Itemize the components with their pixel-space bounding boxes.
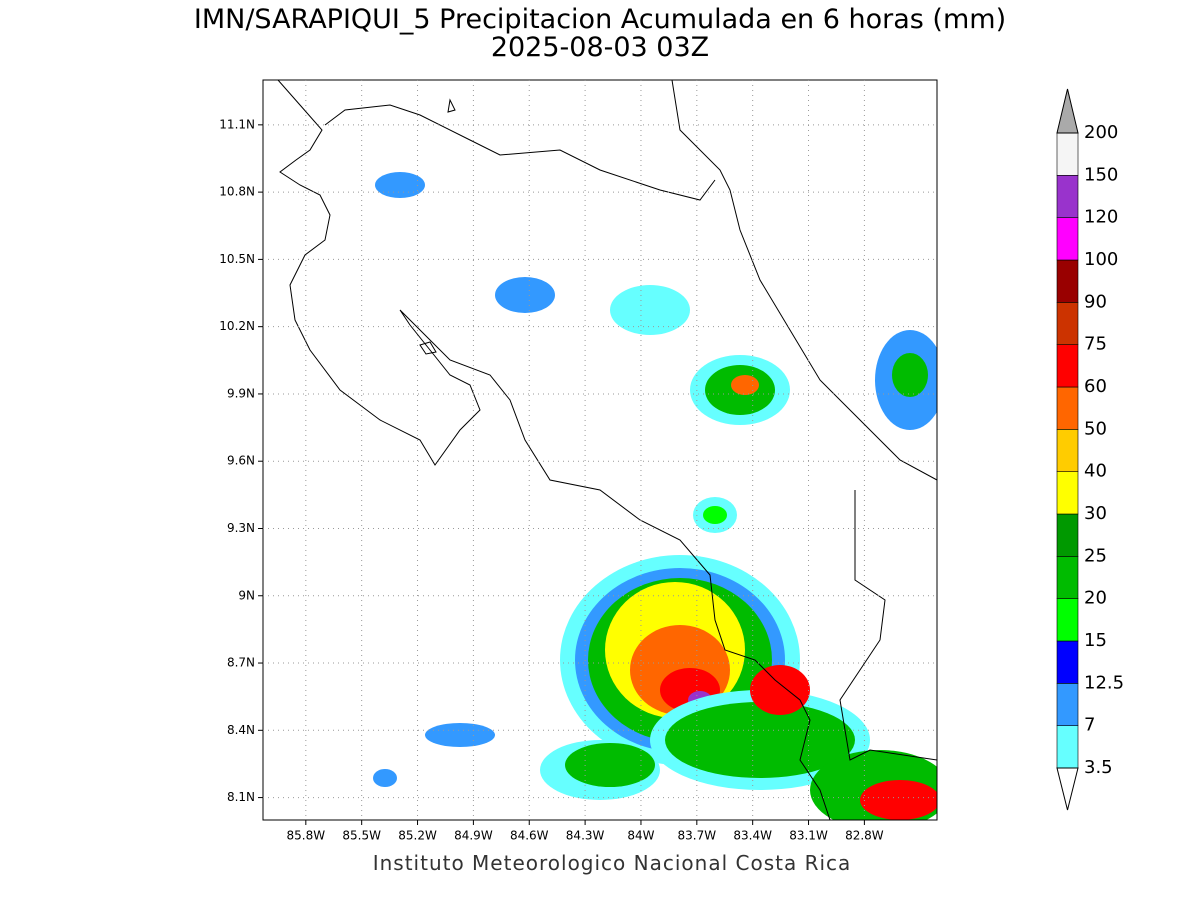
colorbar-label: 60: [1084, 376, 1107, 397]
colorbar-label: 40: [1084, 461, 1107, 482]
x-tick-label: 85.2W: [398, 829, 437, 843]
y-tick-label: 10.8N: [219, 185, 255, 199]
coastline: [277, 80, 937, 820]
x-tick-label: 83.7W: [678, 829, 717, 843]
rain-cluster: [373, 172, 937, 820]
colorbar-swatch: [1056, 175, 1079, 218]
colorbar-label: 200: [1084, 122, 1118, 143]
colorbar-label: 50: [1084, 418, 1107, 439]
y-tick-label: 9.6N: [227, 454, 255, 468]
colorbar-swatch: [1056, 640, 1079, 684]
map-frame: [262, 79, 938, 821]
colorbar-label: 75: [1084, 334, 1107, 355]
y-tick-label: 8.4N: [227, 723, 255, 737]
colorbar-label: 3.5: [1084, 757, 1113, 778]
colorbar-swatch: [1056, 725, 1079, 769]
colorbar-swatch: [1056, 132, 1079, 176]
colorbar-label: 12.5: [1084, 672, 1124, 693]
colorbar-swatch: [1056, 683, 1079, 726]
y-tick-label: 9.9N: [227, 386, 255, 400]
colorbar-label: 20: [1084, 588, 1107, 609]
y-tick-label: 8.7N: [227, 656, 255, 670]
colorbar-label: 7: [1084, 715, 1095, 736]
y-tick-label: 10.2N: [219, 319, 255, 333]
colorbar-label: 100: [1084, 249, 1118, 270]
colorbar-label: 150: [1084, 164, 1118, 185]
colorbar-swatch: [1056, 471, 1079, 515]
colorbar-label: 30: [1084, 503, 1107, 524]
y-tick-label: 8.1N: [227, 790, 255, 804]
x-tick-label: 84.6W: [510, 829, 549, 843]
footer: Instituto Meteorologico Nacional Costa R…: [373, 851, 852, 875]
colorbar-label: 120: [1084, 207, 1118, 228]
colorbar-swatch: [1056, 344, 1079, 388]
colorbar-swatch: [1056, 556, 1079, 599]
colorbar-swatch: [1056, 513, 1079, 557]
colorbar-label: 15: [1084, 630, 1107, 651]
y-tick-label: 11.1N: [219, 117, 255, 131]
x-tick-label: 83.4W: [733, 829, 772, 843]
x-tick-label: 84.3W: [566, 829, 605, 843]
colorbar-over: [1056, 88, 1079, 134]
x-tick-label: 85.5W: [342, 829, 381, 843]
colorbar-label: 25: [1084, 545, 1107, 566]
colorbar-swatch: [1056, 217, 1079, 261]
colorbar-swatch: [1056, 259, 1079, 303]
colorbar-label: 90: [1084, 291, 1107, 312]
y-tick-label: 9.3N: [227, 521, 255, 535]
colorbar-swatch: [1056, 302, 1079, 345]
colorbar-under: [1056, 767, 1079, 811]
colorbar-swatch: [1056, 429, 1079, 472]
x-tick-label: 84.9W: [454, 829, 493, 843]
x-tick-label: 85.8W: [287, 829, 326, 843]
title: IMN/SARAPIQUI_5 Precipitacion Acumulada …: [194, 4, 1006, 35]
y-tick-label: 9N: [238, 588, 255, 602]
precip-field: [277, 80, 937, 820]
colorbar-swatch: [1056, 598, 1079, 642]
y-tick-label: 10.5N: [219, 252, 255, 266]
x-tick-label: 83.1W: [789, 829, 828, 843]
colorbar-swatch: [1056, 386, 1079, 430]
x-tick-label: 82.8W: [845, 829, 884, 843]
subtitle: 2025-08-03 03Z: [491, 32, 709, 63]
x-tick-label: 84W: [627, 829, 654, 843]
